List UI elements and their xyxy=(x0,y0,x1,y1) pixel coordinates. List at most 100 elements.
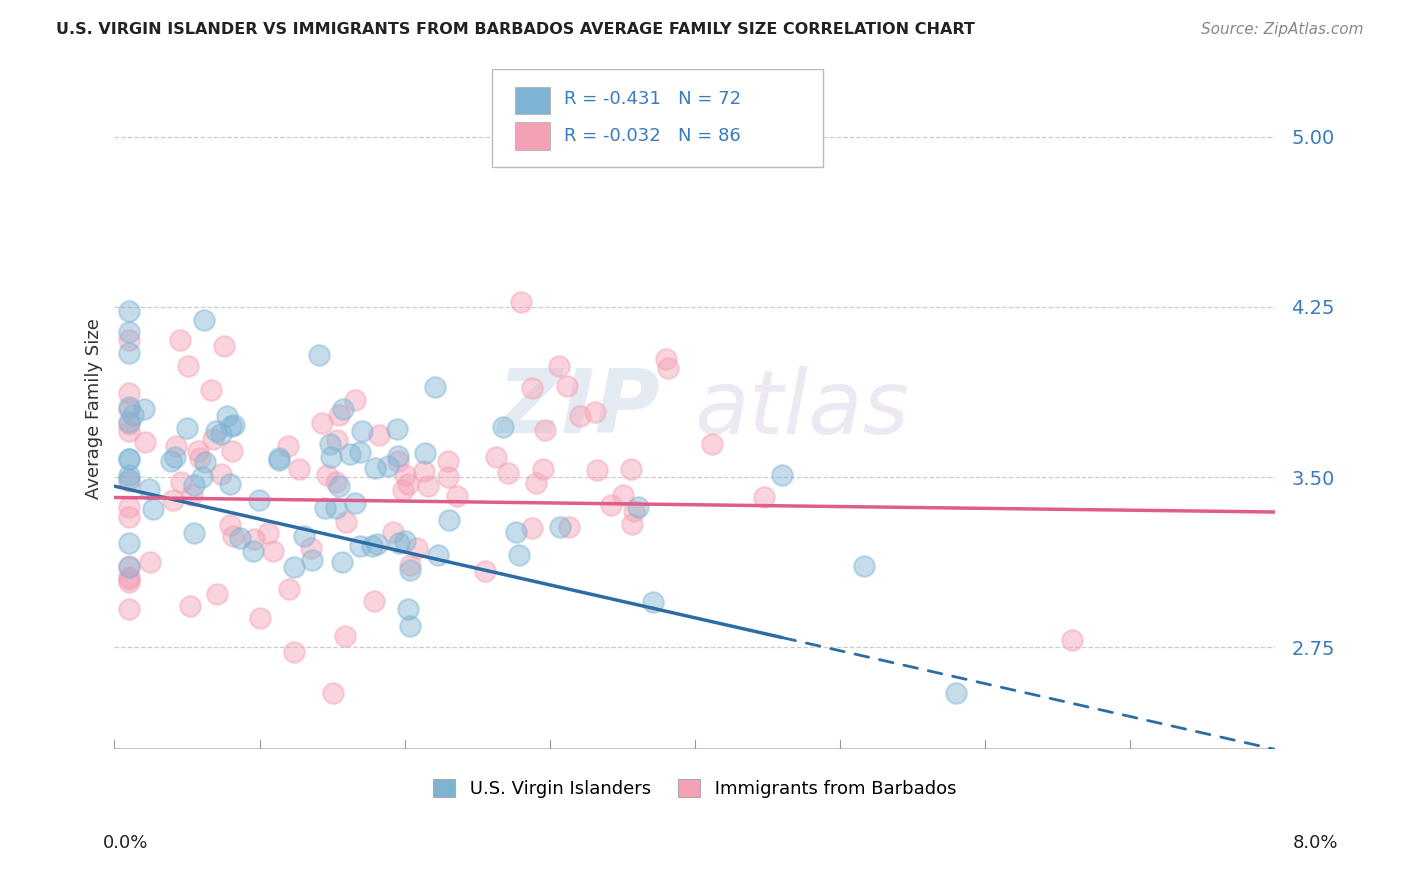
Point xyxy=(754,490,776,504)
Point xyxy=(278,582,301,597)
Point xyxy=(485,450,508,464)
Text: ZIP: ZIP xyxy=(498,366,659,452)
Point xyxy=(333,629,356,643)
Point xyxy=(118,560,141,574)
Point xyxy=(326,433,349,447)
Point xyxy=(612,488,634,502)
Point xyxy=(201,432,224,446)
Point xyxy=(118,451,141,466)
Point xyxy=(314,500,336,515)
Point xyxy=(218,476,240,491)
Point xyxy=(134,435,156,450)
Point xyxy=(399,619,422,633)
Point xyxy=(118,572,141,586)
Point xyxy=(118,472,141,486)
Point xyxy=(339,447,361,461)
FancyBboxPatch shape xyxy=(515,122,550,150)
Point xyxy=(332,402,354,417)
Point xyxy=(263,543,285,558)
Point xyxy=(267,450,290,465)
Point xyxy=(118,500,141,514)
Point xyxy=(548,359,571,373)
Point xyxy=(118,333,141,347)
Text: 8.0%: 8.0% xyxy=(1294,834,1339,852)
Point xyxy=(620,462,643,476)
Point xyxy=(416,478,439,492)
Point xyxy=(426,548,449,562)
Legend:  U.S. Virgin Islanders,  Immigrants from Barbados: U.S. Virgin Islanders, Immigrants from B… xyxy=(426,772,963,805)
FancyBboxPatch shape xyxy=(515,87,550,114)
Point xyxy=(118,468,141,483)
Point xyxy=(406,541,429,555)
Point xyxy=(301,541,323,556)
Text: U.S. VIRGIN ISLANDER VS IMMIGRANTS FROM BARBADOS AVERAGE FAMILY SIZE CORRELATION: U.S. VIRGIN ISLANDER VS IMMIGRANTS FROM … xyxy=(56,22,976,37)
Point xyxy=(377,458,399,473)
Text: 0.0%: 0.0% xyxy=(103,834,148,852)
Point xyxy=(623,504,645,518)
Point xyxy=(118,326,141,340)
Point xyxy=(399,558,422,572)
Text: Source: ZipAtlas.com: Source: ZipAtlas.com xyxy=(1201,22,1364,37)
Point xyxy=(204,424,226,438)
Point xyxy=(626,500,648,515)
Point xyxy=(853,559,876,574)
Point xyxy=(361,540,384,554)
Point xyxy=(134,402,156,417)
Point xyxy=(655,352,678,367)
Point xyxy=(413,446,436,460)
Point xyxy=(325,475,347,489)
Point xyxy=(160,454,183,468)
Point xyxy=(188,450,211,465)
Point xyxy=(349,445,371,459)
Point xyxy=(474,564,496,578)
Point xyxy=(319,436,342,450)
Point xyxy=(118,536,141,550)
Point xyxy=(398,601,420,615)
Point xyxy=(138,555,160,569)
Point xyxy=(209,467,232,482)
Point xyxy=(193,313,215,327)
Point xyxy=(247,493,270,508)
Point xyxy=(200,383,222,397)
Point xyxy=(446,489,468,503)
FancyBboxPatch shape xyxy=(492,69,823,168)
Point xyxy=(437,513,460,527)
Point xyxy=(118,570,141,584)
Point xyxy=(586,463,609,477)
Point xyxy=(496,466,519,480)
Point xyxy=(344,496,367,510)
Point xyxy=(177,359,200,374)
Point xyxy=(387,449,409,463)
Point xyxy=(643,595,665,609)
Point xyxy=(394,468,416,483)
Point xyxy=(118,303,141,318)
Point xyxy=(256,526,278,541)
Point xyxy=(492,420,515,434)
Point xyxy=(308,348,330,362)
Point xyxy=(118,386,141,401)
Point xyxy=(770,467,793,482)
Point xyxy=(212,338,235,352)
Point xyxy=(165,450,187,465)
Point xyxy=(328,408,350,422)
Point xyxy=(228,531,250,545)
Point xyxy=(181,488,204,502)
Point xyxy=(366,537,388,551)
Point xyxy=(702,437,724,451)
Point xyxy=(118,474,141,488)
Point xyxy=(162,493,184,508)
Point xyxy=(209,426,232,441)
Point xyxy=(292,528,315,542)
Point xyxy=(392,483,415,497)
Point xyxy=(118,346,141,360)
Point xyxy=(301,553,323,567)
Point xyxy=(557,520,579,534)
Point xyxy=(398,563,420,577)
Point xyxy=(413,464,436,478)
Point xyxy=(138,483,160,497)
Point xyxy=(205,587,228,601)
Point xyxy=(283,645,305,659)
Point xyxy=(343,393,366,408)
Point xyxy=(522,381,544,395)
Point xyxy=(319,450,342,464)
